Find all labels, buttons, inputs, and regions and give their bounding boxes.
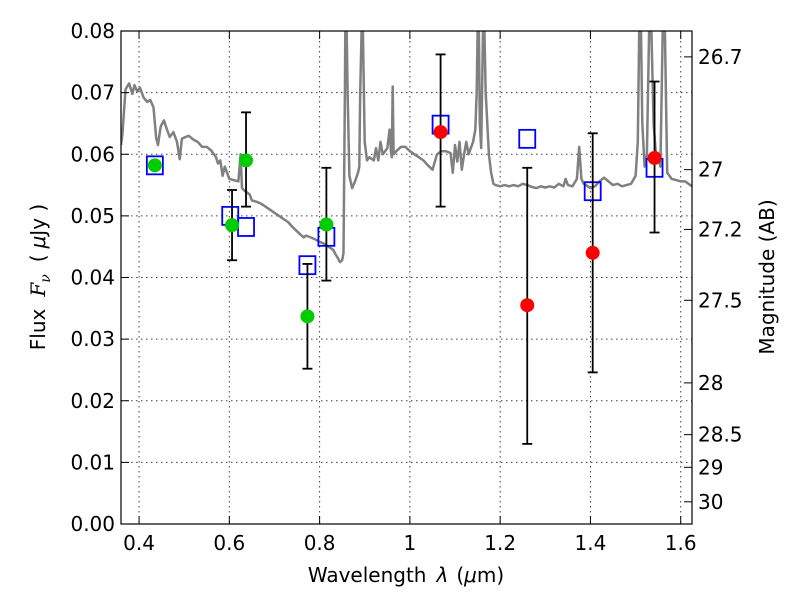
x-tick-label: 1.4: [575, 531, 607, 555]
grid: [121, 30, 692, 525]
x-tick-label: 0.8: [304, 531, 336, 555]
observed-point: [319, 217, 334, 232]
x-tick-label: 1.2: [484, 531, 516, 555]
model-band-square: [518, 128, 537, 149]
y2-tick-label: 27: [698, 158, 723, 182]
y2-tick-label: 26.7: [698, 45, 743, 69]
observed-point: [239, 153, 254, 168]
x-tick-label: 1: [404, 531, 417, 555]
model-spectrum-layer: [121, 31, 692, 264]
observed-point: [147, 158, 162, 173]
model-band-flux-layer: [145, 114, 664, 276]
axis-ticks: 0.4 0.6 0.8 1 1.2 1.4 1.6 0.00 0.01 0.02 0.03 0.04 0…: [70, 19, 742, 555]
y-tick-label: 0.07: [70, 81, 115, 105]
y-tick-label: 0.02: [70, 389, 115, 413]
x-tick-label: 1.6: [665, 531, 697, 555]
x-tick-label: 0.4: [123, 531, 155, 555]
observed-point: [520, 298, 535, 313]
y2-tick-label: 27.2: [698, 217, 743, 241]
y-tick-label: 0.05: [70, 204, 115, 228]
y-tick-label: 0.00: [70, 512, 115, 536]
observed-point: [585, 245, 600, 260]
x-axis-label: Wavelength λ (μm): [308, 563, 504, 587]
observed-point: [225, 218, 240, 233]
observed-point: [647, 150, 662, 165]
observed-flux-layer: [147, 125, 662, 324]
y2-axis-label: Magnitude (AB): [755, 199, 779, 354]
observed-point: [433, 125, 448, 140]
y-tick-label: 0.08: [70, 19, 115, 43]
y2-tick-label: 29: [698, 455, 723, 479]
y2-tick-label: 27.5: [698, 288, 743, 312]
y-axis-label: FluxFν(μJy ): [26, 204, 54, 350]
y2-tick-label: 30: [698, 490, 723, 514]
y-tick-label: 0.06: [70, 142, 115, 166]
y-tick-label: 0.04: [70, 266, 115, 290]
y-tick-label: 0.01: [70, 450, 115, 474]
y2-tick-label: 28: [698, 371, 723, 395]
model-band-square: [145, 155, 164, 176]
x-tick-label: 0.6: [213, 531, 245, 555]
y-tick-label: 0.03: [70, 327, 115, 351]
observed-point: [300, 309, 315, 324]
model-band-square: [237, 217, 255, 237]
model-spectrum-line: [121, 31, 692, 264]
y2-tick-label: 28.5: [698, 423, 743, 447]
